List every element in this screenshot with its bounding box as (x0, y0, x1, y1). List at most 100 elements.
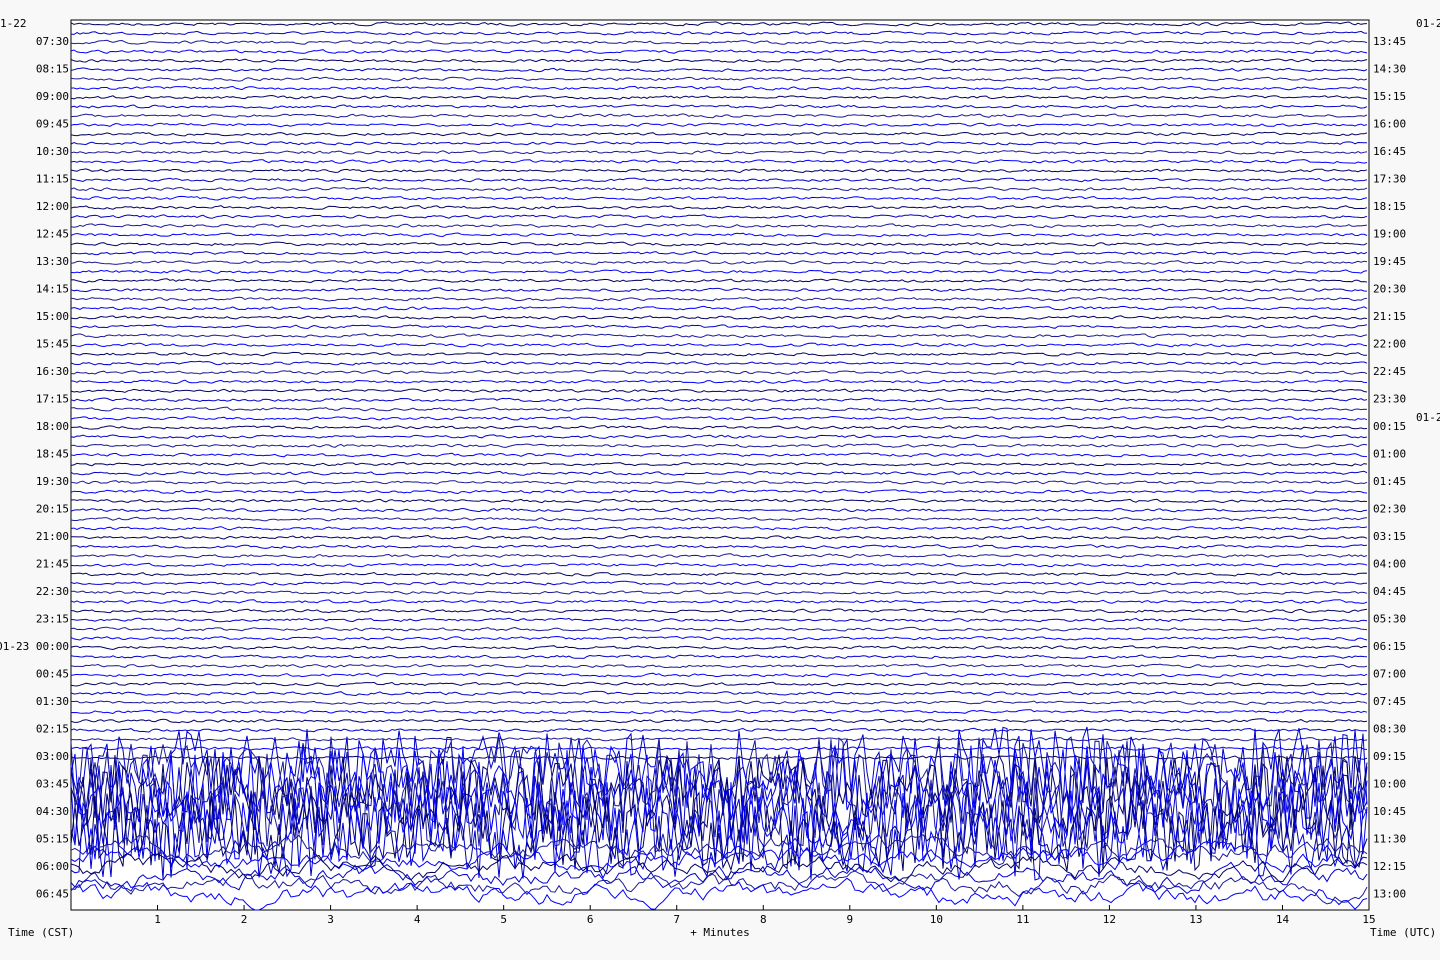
left-time-label: 02:15 (36, 723, 69, 736)
trace (70, 278, 1368, 284)
left-time-label: 05:15 (36, 833, 69, 846)
left-time-label: 13:30 (36, 255, 69, 268)
left-time-label: 17:15 (36, 393, 69, 406)
trace (70, 654, 1368, 659)
trace (70, 177, 1368, 183)
trace (70, 780, 1368, 863)
trace (70, 562, 1368, 568)
trace (70, 406, 1368, 412)
trace (70, 49, 1368, 54)
right-time-label: 04:45 (1373, 585, 1406, 598)
x-tick-label: 13 (1189, 913, 1202, 926)
right-time-label: 22:45 (1373, 365, 1406, 378)
right-time-label: 08:30 (1373, 723, 1406, 736)
trace (70, 397, 1368, 403)
x-tick-label: 5 (500, 913, 507, 926)
left-time-label: 21:00 (36, 530, 69, 543)
trace (70, 94, 1368, 100)
left-axis-label: Time (CST) (8, 926, 74, 939)
left-time-label: 10:30 (36, 145, 69, 158)
right-time-label: 03:15 (1373, 530, 1406, 543)
left-time-label: 12:00 (36, 200, 69, 213)
right-time-label: 19:45 (1373, 255, 1406, 268)
right-time-label: 11:30 (1373, 833, 1406, 846)
x-tick-label: 12 (1103, 913, 1116, 926)
x-axis-label: + Minutes (690, 926, 750, 939)
right-time-label: 05:30 (1373, 613, 1406, 626)
trace (70, 571, 1368, 577)
trace (70, 590, 1368, 595)
trace (70, 131, 1368, 137)
trace (70, 351, 1368, 357)
left-time-label: 00:45 (36, 668, 69, 681)
trace (70, 333, 1368, 339)
trace (70, 553, 1368, 559)
left-time-label: 01:30 (36, 695, 69, 708)
trace (70, 342, 1368, 348)
trace (70, 186, 1368, 192)
trace (70, 745, 1368, 751)
trace (70, 645, 1368, 651)
right-time-label: 22:00 (1373, 338, 1406, 351)
trace (70, 718, 1368, 724)
trace (70, 861, 1368, 895)
left-time-label: 21:45 (36, 558, 69, 571)
trace (70, 544, 1368, 550)
right-time-label: 13:45 (1373, 35, 1406, 48)
trace (70, 840, 1368, 874)
trace (70, 241, 1368, 247)
x-tick-label: 2 (241, 913, 248, 926)
trace (71, 85, 1368, 91)
trace (70, 799, 1368, 881)
left-time-label: 15:00 (36, 310, 69, 323)
trace (70, 608, 1368, 614)
left-time-label: 08:15 (36, 63, 69, 76)
left-time-label: 03:45 (36, 778, 69, 791)
left-time-label: 09:00 (36, 90, 69, 103)
trace (70, 852, 1368, 883)
left-time-label: 07:30 (36, 35, 69, 48)
trace (70, 67, 1368, 73)
trace (70, 287, 1368, 293)
trace (70, 113, 1368, 119)
trace (70, 250, 1368, 256)
trace (70, 443, 1368, 449)
trace (70, 709, 1368, 715)
trace (70, 833, 1368, 866)
right-time-label: 14:30 (1373, 63, 1406, 76)
trace (70, 269, 1368, 274)
right-time-label: 20:30 (1373, 283, 1406, 296)
trace (70, 223, 1368, 229)
trace (70, 260, 1368, 265)
left-date-label: 1-22 (0, 17, 27, 30)
trace (70, 415, 1368, 421)
trace (70, 58, 1368, 63)
right-time-label: 06:15 (1373, 640, 1406, 653)
trace (70, 534, 1368, 540)
trace (70, 681, 1368, 687)
trace (70, 771, 1368, 854)
trace (70, 498, 1368, 504)
right-date-label: 01-2 (1416, 411, 1440, 424)
trace (70, 744, 1368, 826)
x-tick-label: 14 (1276, 913, 1290, 926)
trace (71, 736, 1368, 742)
trace (70, 635, 1368, 641)
x-tick-label: 15 (1362, 913, 1375, 926)
trace (70, 599, 1368, 604)
trace (70, 324, 1368, 329)
x-tick-label: 4 (414, 913, 421, 926)
x-tick-label: 3 (327, 913, 334, 926)
trace (70, 149, 1368, 155)
trace (70, 877, 1368, 911)
right-time-label: 01:00 (1373, 448, 1406, 461)
trace (70, 379, 1368, 385)
trace (70, 141, 1368, 146)
left-time-label: 04:30 (36, 805, 69, 818)
right-time-label: 09:15 (1373, 750, 1406, 763)
left-time-label: 15:45 (36, 338, 69, 351)
x-tick-label: 8 (760, 913, 767, 926)
right-time-label: 16:45 (1373, 145, 1406, 158)
trace (70, 755, 1368, 761)
